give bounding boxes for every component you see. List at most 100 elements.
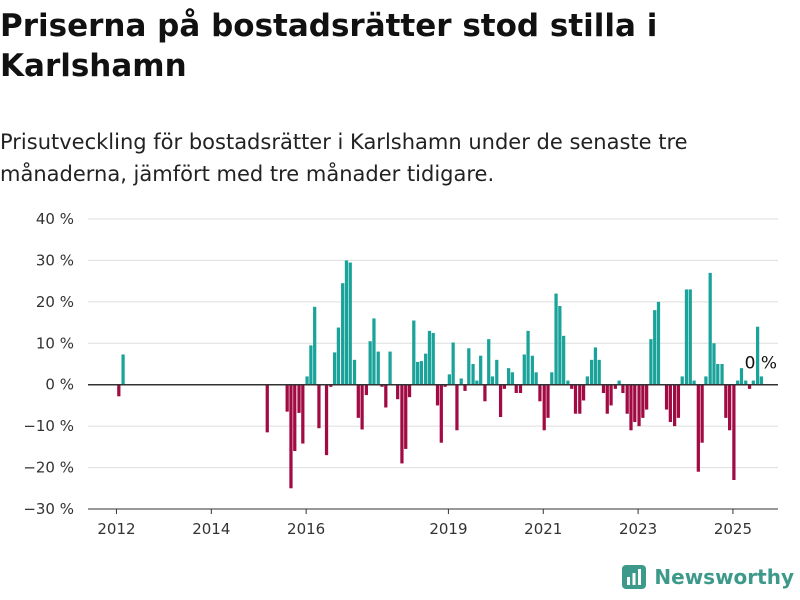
bar	[412, 320, 416, 385]
bar	[724, 384, 728, 418]
bar	[293, 384, 297, 451]
bar	[692, 380, 696, 385]
bar	[522, 354, 526, 385]
y-tick-label: 30 %	[36, 251, 74, 269]
bar	[605, 384, 609, 414]
bar	[518, 384, 523, 393]
bar	[265, 384, 269, 433]
newsworthy-brand: Newsworthy	[622, 562, 794, 592]
bar	[558, 306, 562, 385]
bar	[332, 352, 337, 385]
bar	[415, 361, 420, 385]
bar	[117, 384, 121, 397]
bar	[585, 376, 589, 385]
bar	[356, 384, 360, 418]
bar	[514, 384, 518, 393]
bar	[566, 380, 570, 385]
bar	[344, 260, 349, 385]
bar	[443, 384, 447, 387]
bar	[507, 368, 511, 385]
bar	[301, 384, 305, 444]
y-tick-label: −20 %	[23, 459, 74, 477]
bar	[562, 335, 566, 385]
bar	[645, 384, 649, 410]
bar	[530, 355, 534, 385]
bar	[700, 384, 704, 443]
y-tick-label: 10 %	[36, 334, 74, 352]
bar	[538, 384, 542, 402]
bar	[467, 348, 471, 385]
bar	[475, 380, 479, 385]
bar	[400, 384, 404, 464]
bar	[396, 384, 400, 400]
bar	[341, 283, 345, 385]
bar	[653, 310, 657, 385]
bar	[708, 272, 712, 385]
bar	[570, 384, 574, 389]
bar	[680, 376, 684, 385]
bar	[664, 384, 669, 410]
x-tick-label: 2025	[714, 520, 752, 538]
bar	[716, 364, 720, 385]
x-tick-label: 2016	[287, 520, 325, 538]
bar	[696, 384, 700, 472]
bar	[672, 384, 677, 427]
bar	[329, 384, 333, 387]
y-tick-label: 0 %	[45, 376, 74, 394]
bar	[376, 351, 380, 385]
bar	[573, 384, 578, 414]
bar	[407, 384, 412, 398]
bar	[479, 355, 483, 385]
bar	[751, 380, 755, 385]
bar	[431, 332, 435, 385]
bars	[117, 260, 764, 489]
bar	[424, 353, 428, 385]
bar	[550, 372, 554, 385]
bar	[309, 345, 313, 385]
bar	[542, 384, 546, 431]
bar	[728, 384, 732, 431]
x-tick-label: 2014	[192, 520, 230, 538]
bar	[597, 359, 601, 385]
bar	[601, 384, 606, 393]
bar	[348, 262, 352, 385]
bar	[755, 326, 760, 385]
bar	[546, 384, 550, 418]
bar	[633, 384, 637, 422]
bar	[637, 384, 641, 427]
bar	[649, 339, 653, 385]
chart-title: Priserna på bostadsrätter stod stilla i …	[0, 8, 658, 84]
bar	[712, 343, 716, 385]
y-tick-label: −30 %	[23, 500, 74, 518]
bar	[447, 374, 451, 385]
bar	[759, 376, 764, 385]
bar	[744, 380, 748, 385]
bar	[372, 318, 376, 385]
bar	[289, 384, 293, 489]
chart-subtitle: Prisutveckling för bostadsrätter i Karls…	[0, 130, 688, 186]
bar	[625, 384, 629, 414]
bar	[435, 384, 440, 406]
bar	[336, 327, 341, 385]
bar	[459, 378, 463, 385]
bar	[324, 384, 329, 456]
bar	[498, 384, 503, 418]
bar	[487, 339, 491, 385]
bar	[364, 384, 368, 396]
bar	[483, 384, 487, 402]
bar	[502, 384, 506, 389]
bar	[613, 384, 617, 389]
bar	[313, 306, 317, 385]
bar	[451, 342, 455, 385]
bar	[121, 354, 125, 385]
bar	[384, 384, 388, 408]
bar	[285, 384, 289, 412]
bar	[471, 364, 475, 385]
bar	[368, 341, 372, 385]
x-tick-label: 2021	[524, 520, 562, 538]
bar	[317, 384, 321, 429]
bar	[352, 359, 357, 385]
bar	[656, 301, 661, 385]
bar	[297, 384, 301, 413]
bar	[641, 384, 645, 418]
